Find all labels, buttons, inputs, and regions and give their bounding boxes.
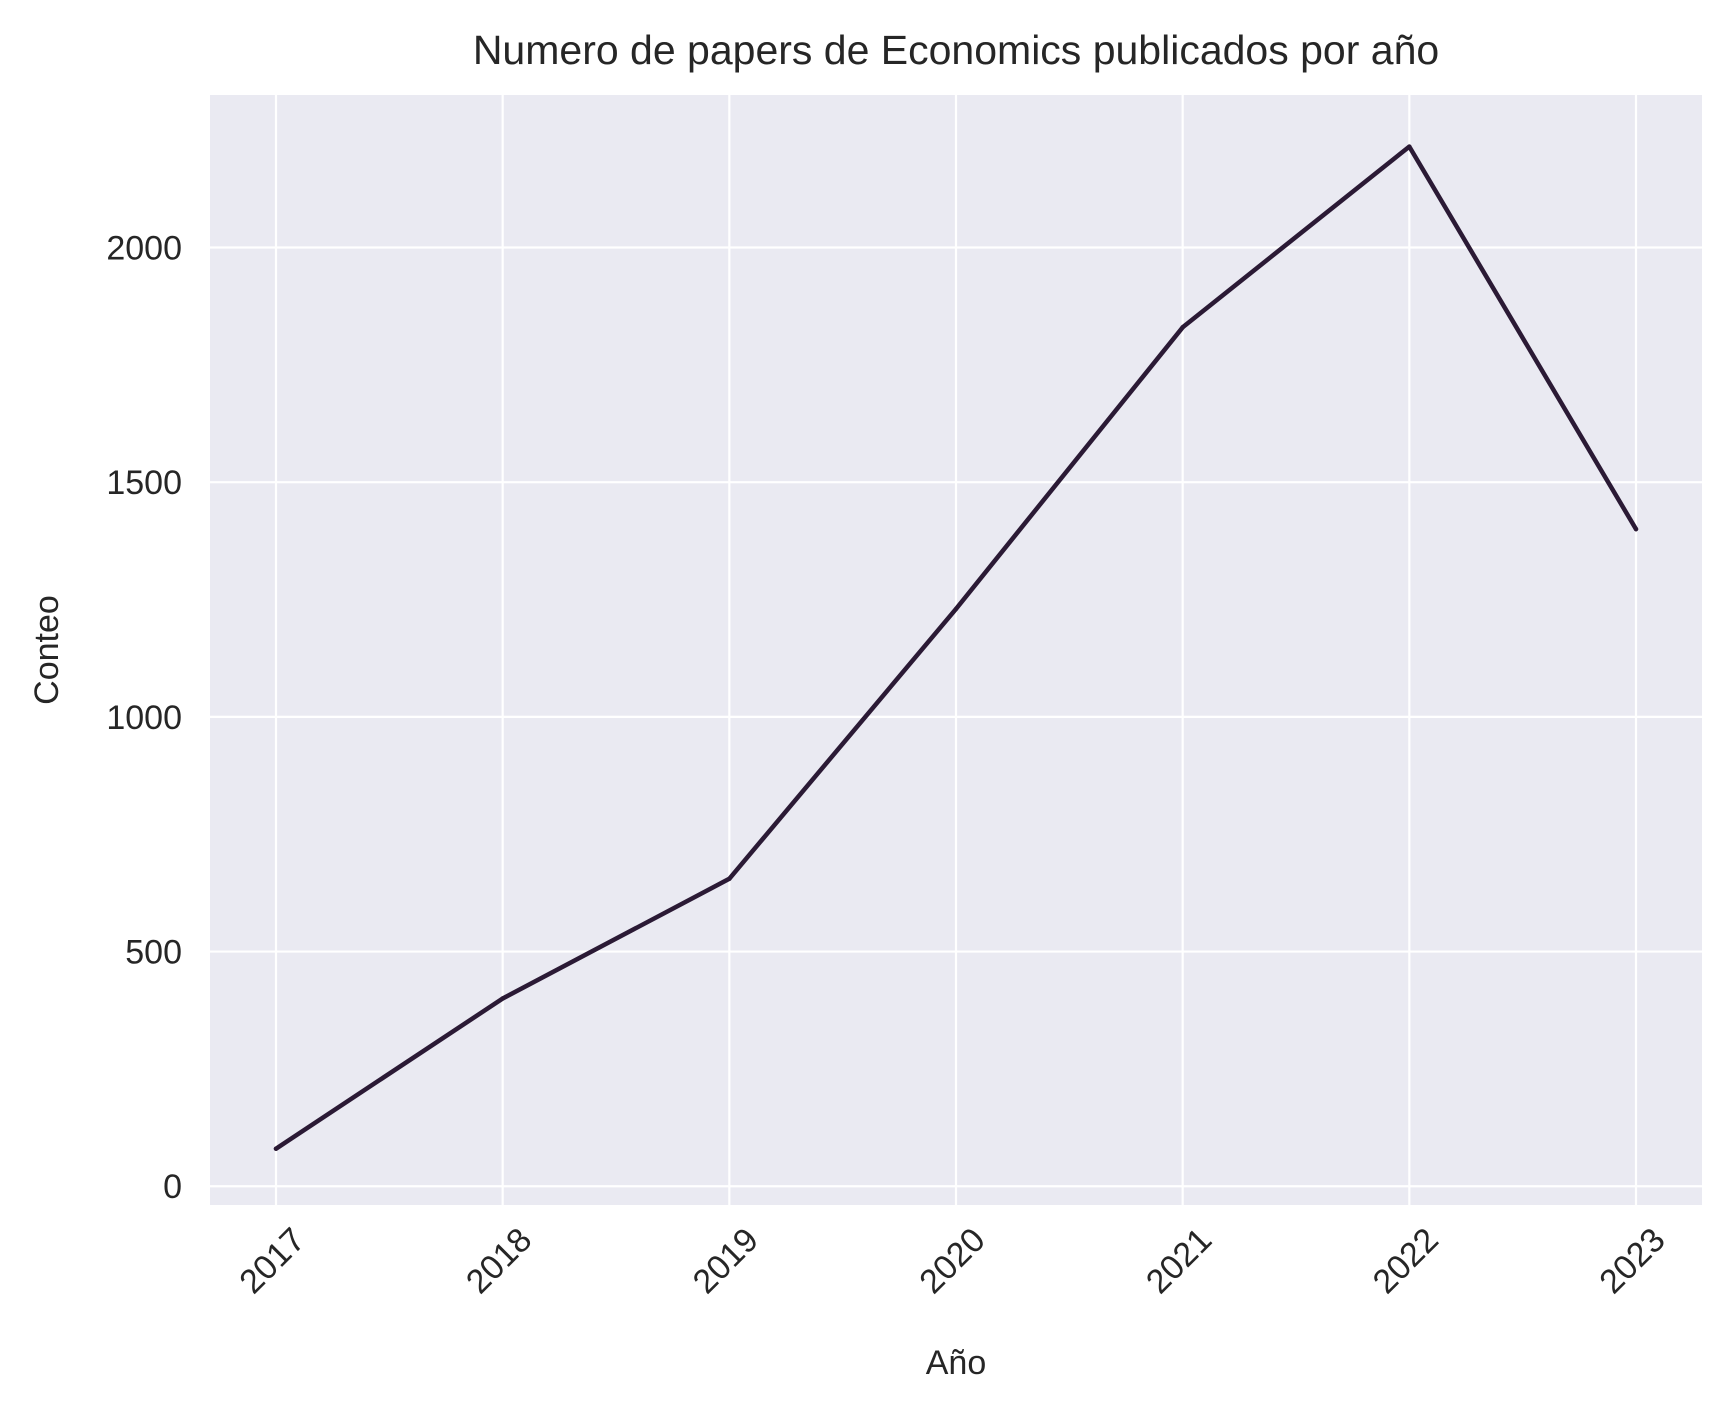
y-tick-label: 500 <box>125 934 182 972</box>
x-tick-label: 2017 <box>232 1221 312 1301</box>
y-tick-labels: 0 500 1000 1500 2000 <box>106 230 182 1207</box>
grid-lines <box>210 95 1702 1205</box>
data-point <box>953 606 959 612</box>
data-point <box>273 1146 279 1151</box>
x-tick-label: 2022 <box>1366 1221 1446 1301</box>
y-tick-label: 0 <box>163 1168 182 1206</box>
data-point <box>727 876 732 882</box>
x-tick-label: 2019 <box>686 1221 766 1301</box>
y-axis-label: Conteo <box>28 595 66 705</box>
data-point <box>500 996 505 1001</box>
y-tick-label: 1000 <box>106 699 182 737</box>
series-layer <box>273 144 1639 1151</box>
y-tick-label: 1500 <box>106 464 182 502</box>
data-point <box>1180 325 1185 330</box>
chart-title: Numero de papers de Economics publicados… <box>473 27 1439 73</box>
y-tick-label: 2000 <box>106 230 182 268</box>
x-tick-labels: 2017 2018 2019 2020 2021 2022 2023 <box>232 1221 1672 1301</box>
x-tick-label: 2020 <box>912 1221 992 1301</box>
x-tick-label: 2018 <box>459 1221 539 1301</box>
x-tick-label: 2021 <box>1139 1221 1219 1301</box>
data-point <box>1407 144 1412 149</box>
x-tick-label: 2023 <box>1592 1221 1672 1301</box>
x-axis-label: Año <box>926 1344 987 1382</box>
data-point <box>1633 526 1639 532</box>
